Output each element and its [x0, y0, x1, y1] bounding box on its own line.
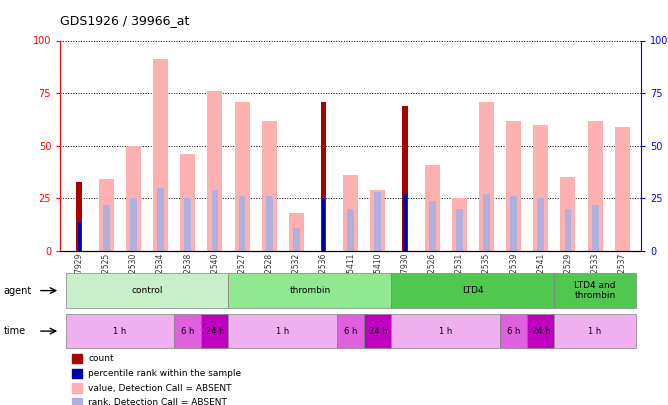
Bar [208, 91, 222, 251]
Bar [391, 273, 554, 308]
Bar [77, 222, 81, 251]
Bar [364, 314, 391, 348]
Bar [403, 194, 407, 251]
Bar [228, 314, 337, 348]
Text: control: control [132, 286, 163, 295]
Text: 1 h: 1 h [114, 326, 126, 336]
Bar [456, 209, 463, 251]
Bar [429, 200, 436, 251]
Text: 24 h: 24 h [369, 326, 387, 336]
Bar [184, 198, 191, 251]
Bar [153, 60, 168, 251]
Bar [588, 121, 603, 251]
Bar [157, 188, 164, 251]
Bar [293, 228, 300, 251]
Text: 24 h: 24 h [532, 326, 550, 336]
Bar [347, 209, 354, 251]
Bar [71, 354, 82, 363]
Bar [554, 273, 636, 308]
Bar [554, 314, 636, 348]
Bar [234, 102, 250, 251]
Bar [103, 205, 110, 251]
Bar [266, 196, 273, 251]
Text: 6 h: 6 h [344, 326, 357, 336]
Bar [212, 190, 218, 251]
Text: time: time [3, 326, 25, 336]
Bar [262, 121, 277, 251]
Bar [174, 314, 201, 348]
Text: thrombin: thrombin [289, 286, 331, 295]
Text: 1 h: 1 h [276, 326, 289, 336]
Bar [483, 194, 490, 251]
Bar [322, 198, 325, 251]
Text: 1 h: 1 h [439, 326, 452, 336]
Bar [375, 192, 381, 251]
Text: rank, Detection Call = ABSENT: rank, Detection Call = ABSENT [88, 399, 227, 405]
Bar [65, 314, 174, 348]
Text: 1 h: 1 h [589, 326, 602, 336]
Bar [180, 154, 195, 251]
Bar [76, 181, 82, 251]
Bar [479, 102, 494, 251]
Bar [560, 177, 575, 251]
Bar [537, 198, 544, 251]
Bar [564, 209, 571, 251]
Bar [201, 314, 228, 348]
Bar [65, 273, 228, 308]
Bar [370, 190, 385, 251]
Bar [533, 125, 548, 251]
Text: value, Detection Call = ABSENT: value, Detection Call = ABSENT [88, 384, 232, 393]
Bar [510, 196, 517, 251]
Bar [391, 314, 500, 348]
Bar [321, 102, 326, 251]
Bar [500, 314, 527, 348]
Text: 6 h: 6 h [507, 326, 520, 336]
Text: LTD4 and
thrombin: LTD4 and thrombin [574, 281, 616, 300]
Text: GDS1926 / 39966_at: GDS1926 / 39966_at [60, 14, 190, 27]
Bar [71, 384, 82, 393]
Text: count: count [88, 354, 114, 363]
Bar [130, 198, 137, 251]
Bar [527, 314, 554, 348]
Text: agent: agent [3, 286, 31, 296]
Bar [343, 175, 358, 251]
Bar [126, 146, 141, 251]
Bar [337, 314, 364, 348]
Bar [289, 213, 304, 251]
Bar [425, 165, 440, 251]
Text: LTD4: LTD4 [462, 286, 484, 295]
Bar [452, 198, 467, 251]
Bar [228, 273, 391, 308]
Bar [238, 196, 245, 251]
Bar [99, 179, 114, 251]
Text: percentile rank within the sample: percentile rank within the sample [88, 369, 241, 378]
Text: 6 h: 6 h [181, 326, 194, 336]
Bar [615, 127, 630, 251]
Bar [506, 121, 521, 251]
Text: 24 h: 24 h [206, 326, 224, 336]
Bar [402, 106, 407, 251]
Bar [71, 369, 82, 378]
Bar [592, 205, 599, 251]
Bar [71, 398, 82, 405]
